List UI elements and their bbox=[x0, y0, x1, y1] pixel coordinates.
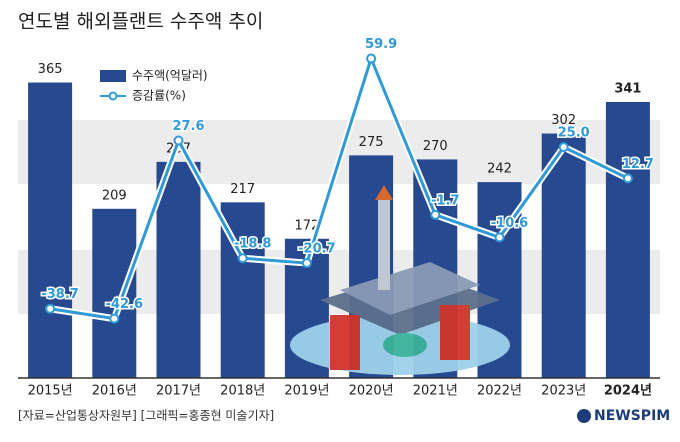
chart-title: 연도별 해외플랜트 수주액 추이 bbox=[18, 11, 263, 33]
bar bbox=[92, 208, 137, 378]
bar bbox=[28, 82, 73, 379]
bar-label: 341 bbox=[614, 81, 641, 96]
line bbox=[49, 57, 629, 321]
line-label: 12.7 bbox=[622, 157, 654, 172]
bar-label: 209 bbox=[102, 188, 127, 203]
rig-illustration bbox=[290, 185, 510, 375]
bar bbox=[541, 133, 586, 378]
line-label: 59.9 bbox=[365, 37, 397, 52]
line-point bbox=[622, 173, 633, 184]
bar bbox=[605, 101, 650, 378]
line-label: 25.0 bbox=[558, 126, 590, 141]
source: [자료=산업통상자원부] [그래픽=홍종현 미술기자] bbox=[18, 409, 274, 423]
line-label: -1.7 bbox=[431, 193, 459, 208]
line-point bbox=[109, 313, 120, 324]
legend: 수주액(억달러) 증감률(%) bbox=[100, 69, 208, 103]
x-tick-label: 2018년 bbox=[220, 384, 265, 399]
bar bbox=[156, 161, 201, 378]
x-tick-label: 2022년 bbox=[477, 384, 522, 399]
bar-label: 275 bbox=[359, 135, 384, 150]
legend-swatch bbox=[100, 70, 126, 82]
line-point bbox=[558, 142, 569, 153]
line-point bbox=[237, 253, 248, 264]
bar-label: 270 bbox=[423, 139, 448, 154]
x-tick-label: 2021년 bbox=[413, 384, 458, 399]
line-point bbox=[494, 232, 505, 243]
logo-icon bbox=[577, 409, 591, 423]
line-point bbox=[301, 258, 312, 269]
x-tick-label: 2020년 bbox=[349, 384, 394, 399]
x-tick-label: 2024년 bbox=[604, 384, 652, 399]
line-label: 27.6 bbox=[172, 119, 204, 134]
line-point bbox=[430, 209, 441, 220]
line-point bbox=[45, 303, 56, 314]
x-tick-label: 2019년 bbox=[284, 384, 329, 399]
legend-swatch bbox=[108, 91, 118, 101]
legend-label: 증감률(%) bbox=[132, 89, 186, 103]
x-tick-label: 2015년 bbox=[28, 384, 73, 399]
bar-label: 302 bbox=[551, 113, 576, 128]
bar-label: 242 bbox=[487, 162, 512, 177]
line-label: -38.7 bbox=[41, 287, 78, 302]
bar-label: 365 bbox=[38, 62, 63, 77]
line-label: -10.6 bbox=[491, 216, 528, 231]
bar-label: 172 bbox=[294, 218, 319, 233]
bar-label: 217 bbox=[230, 182, 255, 197]
line-point bbox=[366, 53, 377, 64]
x-tick-label: 2016년 bbox=[92, 384, 137, 399]
logo: NEWSPIM bbox=[594, 408, 670, 424]
x-tick-label: 2023년 bbox=[541, 384, 586, 399]
line-point bbox=[173, 135, 184, 146]
line-label: -42.6 bbox=[106, 297, 143, 312]
line-label: -20.7 bbox=[298, 242, 335, 257]
x-tick-label: 2017년 bbox=[156, 384, 201, 399]
legend-label: 수주액(억달러) bbox=[132, 69, 208, 83]
line-label: -18.8 bbox=[234, 237, 271, 252]
